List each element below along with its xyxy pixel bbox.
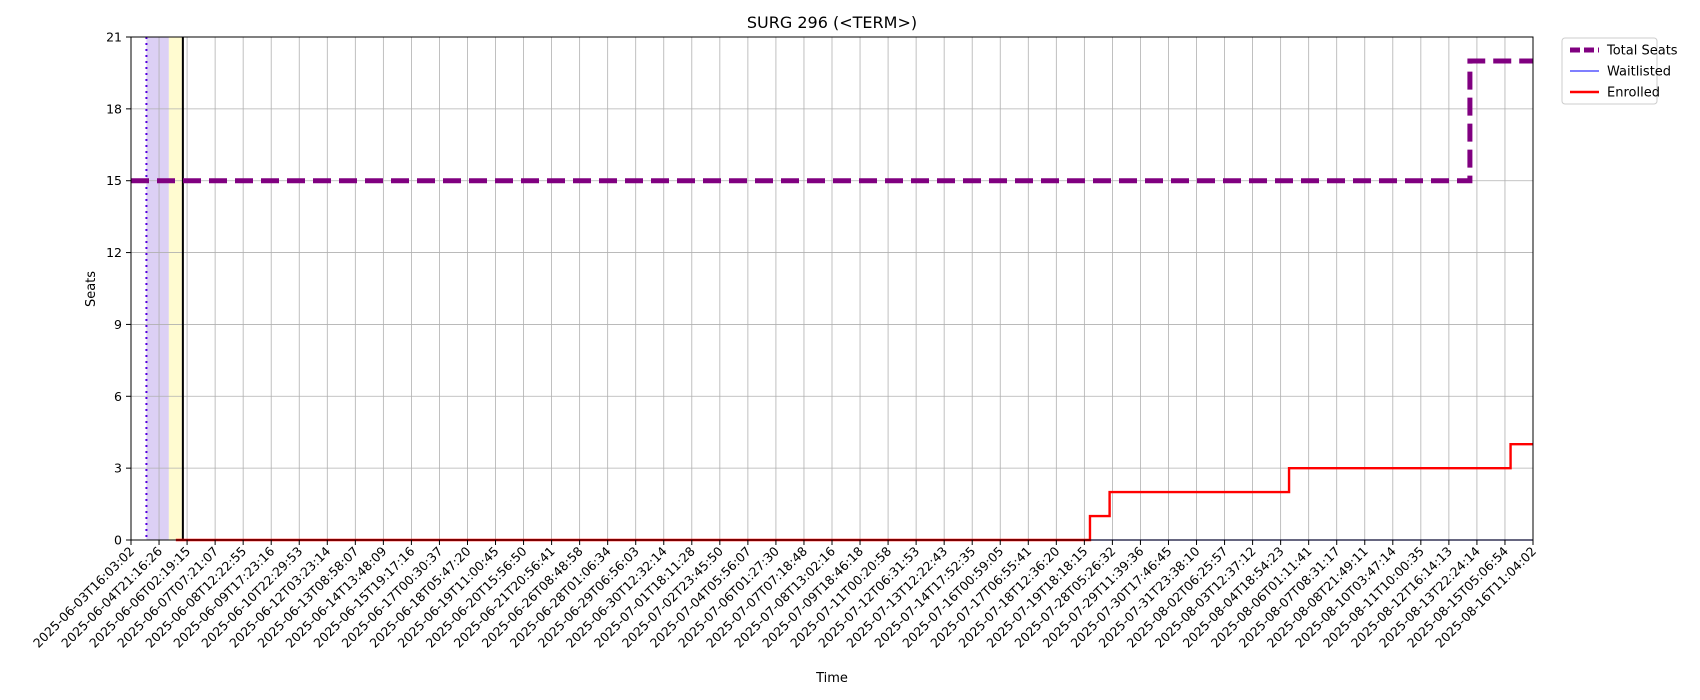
y-tick-label: 21: [106, 30, 122, 45]
x-axis-label: Time: [815, 671, 848, 686]
series-line-enrolled: [175, 442, 1533, 542]
y-axis-label: Seats: [84, 271, 99, 307]
y-tick-label: 15: [106, 173, 122, 188]
shade-layer: [146, 37, 183, 540]
grid-layer: [130, 36, 1534, 541]
y-tick-label: 18: [106, 101, 122, 116]
y-tick-label: 0: [114, 533, 122, 548]
legend-box: [1561, 37, 1658, 105]
series-line-total-seats: [131, 58, 1533, 184]
y-tick-label: 12: [106, 245, 122, 260]
x-tick-labels: 2025-06-03T16:03:022025-06-04T21:16:2620…: [30, 540, 1539, 651]
y-tick-labels: 0 3 6 9 12 15 18 21: [106, 30, 131, 548]
legend: Total Seats Waitlisted Enrolled: [1561, 37, 1678, 105]
y-tick-label: 6: [114, 389, 122, 404]
legend-label: Total Seats: [1606, 44, 1678, 59]
y-tick-label: 3: [114, 461, 122, 476]
legend-label: Enrolled: [1607, 86, 1660, 101]
legend-label: Waitlisted: [1607, 65, 1671, 80]
annotation-layer: [145, 37, 184, 540]
y-tick-label: 9: [114, 317, 122, 332]
chart-title: SURG 296 (<TERM>): [747, 13, 917, 32]
shaded-span-purple: [146, 37, 169, 540]
shaded-span-yellow: [168, 37, 183, 540]
